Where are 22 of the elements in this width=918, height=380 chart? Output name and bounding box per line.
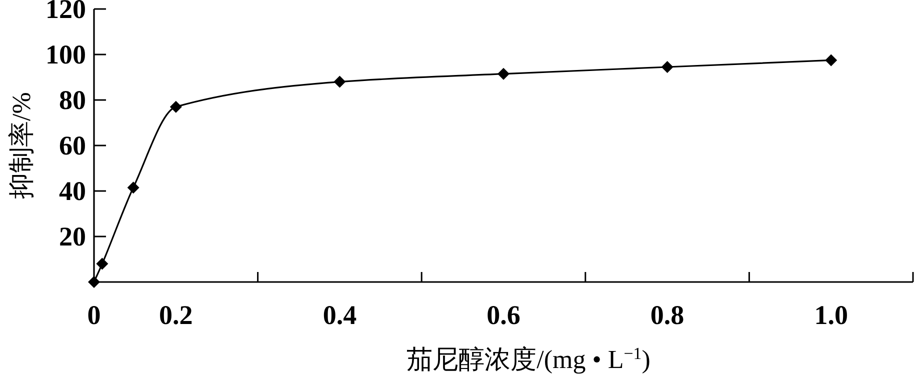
x-tick-label: 0.2 [159,300,193,330]
x-tick-label: 0.4 [322,300,357,330]
y-tick-label: 100 [46,40,86,70]
x-axis-title: 茄尼醇浓度/(mg • L$^{−1}$) [406,344,650,374]
y-tick-label: 120 [46,0,86,24]
x-tick-label: 0.8 [650,300,684,330]
y-tick-label: 40 [59,176,86,206]
point [334,76,346,88]
x-tick-label: 1.0 [814,300,848,330]
y-tick-label: 60 [59,130,86,160]
point [661,61,674,74]
point [498,68,510,80]
y-tick-label: 20 [59,222,86,252]
point [825,54,838,66]
y-tick-label: 80 [59,85,86,115]
point [170,100,182,113]
point [96,258,108,270]
y-axis-title: 抑制率/% [7,92,36,199]
x-tick-label: 0.6 [486,300,520,330]
point [88,276,100,288]
point [127,182,140,194]
x-tick-label: 0 [87,300,101,330]
